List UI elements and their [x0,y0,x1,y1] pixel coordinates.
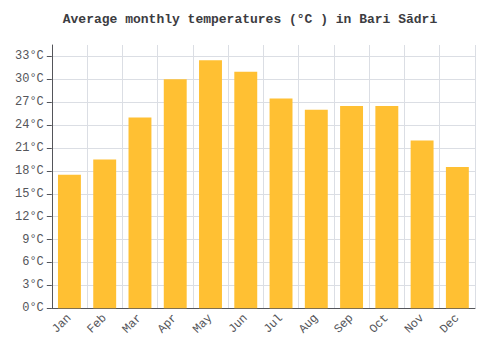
svg-text:12°C: 12°C [15,210,44,224]
svg-text:21°C: 21°C [15,141,44,155]
svg-text:Jan: Jan [49,311,74,336]
svg-text:6°C: 6°C [22,255,44,269]
svg-text:Jul: Jul [261,311,286,336]
svg-text:Dec: Dec [437,311,462,336]
svg-text:24°C: 24°C [15,118,44,132]
svg-text:Jun: Jun [226,311,251,336]
svg-text:18°C: 18°C [15,164,44,178]
svg-text:0°C: 0°C [22,301,44,315]
svg-text:33°C: 33°C [15,49,44,63]
svg-text:3°C: 3°C [22,278,44,292]
svg-text:9°C: 9°C [22,233,44,247]
svg-text:30°C: 30°C [15,72,44,86]
svg-text:May: May [190,311,215,336]
svg-text:Nov: Nov [402,311,427,336]
svg-text:27°C: 27°C [15,95,44,109]
svg-text:Sep: Sep [331,311,356,336]
svg-text:Average monthly temperatures (: Average monthly temperatures (°C ) in Ba… [63,12,438,27]
svg-text:Mar: Mar [120,311,145,336]
svg-text:Oct: Oct [367,311,392,336]
svg-text:Aug: Aug [296,311,321,336]
svg-text:Feb: Feb [84,311,109,336]
svg-text:Apr: Apr [155,311,180,336]
svg-text:15°C: 15°C [15,187,44,201]
